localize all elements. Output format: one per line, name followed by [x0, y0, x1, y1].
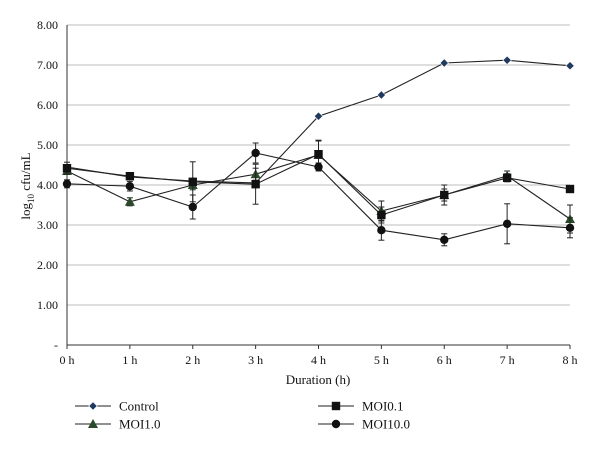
legend-marker-control: [88, 401, 98, 411]
data-point-moi10-0: [62, 179, 72, 188]
y-tick-label: -: [54, 338, 58, 352]
x-tick-label: 2 h: [185, 353, 200, 367]
legend-marker-moi10-0: [331, 419, 341, 429]
y-axis-title-main: log: [18, 202, 33, 219]
data-point-control: [502, 55, 512, 65]
data-point-moi0-1: [251, 180, 260, 189]
axes: [66, 25, 571, 349]
y-axis-title: log10 cfu/mL: [18, 152, 36, 219]
legend-marker-moi1-0: [88, 419, 98, 428]
y-tick-labels: - 1.00 2.00 3.00 4.00 5.00 6.00 7.00 8.00: [37, 18, 58, 352]
data-point-moi10-0: [188, 202, 197, 212]
legend-label: MOI0.1: [362, 399, 404, 414]
x-tick-label: 7 h: [500, 353, 515, 367]
x-tick-label: 1 h: [122, 353, 137, 367]
legend-item-moi0-1: MOI0.1: [318, 399, 404, 414]
x-tick-label: 0 h: [60, 353, 75, 367]
x-tick-label: 8 h: [563, 353, 578, 367]
y-tick-label: 5.00: [37, 138, 58, 152]
legend-label: Control: [119, 399, 159, 414]
x-tick-labels: 0 h 1 h 2 h 3 h 4 h 5 h 6 h 7 h 8 h: [60, 353, 578, 367]
x-axis-title: Duration (h): [286, 372, 351, 387]
y-tick-label: 8.00: [37, 18, 58, 32]
data-point-moi10-0: [502, 219, 512, 228]
data-point-control: [565, 61, 575, 71]
data-point-moi10-0: [377, 226, 386, 235]
legend-label: MOI10.0: [362, 417, 410, 432]
x-tick-label: 3 h: [248, 353, 263, 367]
legend-item-moi1-0: MOI1.0: [75, 417, 161, 432]
data-point-moi1-0: [124, 196, 135, 206]
data-point-moi10-0: [125, 182, 135, 191]
series-moi10-0: [62, 142, 575, 247]
data-point-moi0-1: [565, 184, 575, 194]
series-group: [62, 55, 575, 247]
data-point-moi0-1: [440, 190, 449, 200]
legend: Control MOI1.0 MOI0.1 MOI10.0: [75, 399, 410, 432]
y-axis-title-unit: cfu/mL: [18, 152, 33, 194]
y-tick-label: 7.00: [37, 58, 58, 72]
y-tick-label: 2.00: [37, 258, 58, 272]
x-tick-label: 5 h: [374, 353, 389, 367]
y-axis-title-subscript: 10: [26, 193, 36, 203]
data-point-moi0-1: [125, 172, 135, 181]
data-point-moi10-0: [251, 148, 260, 158]
x-tick-label: 4 h: [311, 353, 326, 367]
data-point-moi0-1: [314, 150, 323, 159]
y-tick-label: 4.00: [37, 178, 58, 192]
legend-item-control: Control: [75, 399, 159, 414]
data-point-moi10-0: [314, 162, 323, 172]
legend-label: MOI1.0: [119, 417, 161, 432]
data-point-control: [439, 58, 449, 68]
y-tick-label: 1.00: [37, 298, 58, 312]
series-moi0-1: [62, 139, 575, 224]
y-tick-label: 3.00: [37, 218, 58, 232]
data-point-control: [313, 111, 324, 121]
data-point-moi0-1: [377, 210, 386, 220]
x-tick-label: 6 h: [437, 353, 452, 367]
data-point-moi0-1: [188, 177, 197, 186]
legend-item-moi10-0: MOI10.0: [318, 417, 410, 432]
legend-marker-moi0-1: [331, 401, 341, 411]
data-point-moi10-0: [565, 223, 575, 232]
data-point-moi0-1: [502, 173, 512, 182]
data-point-moi0-1: [62, 164, 72, 173]
data-point-moi10-0: [440, 235, 449, 244]
data-point-control: [376, 90, 386, 100]
y-tick-label: 6.00: [37, 98, 58, 112]
